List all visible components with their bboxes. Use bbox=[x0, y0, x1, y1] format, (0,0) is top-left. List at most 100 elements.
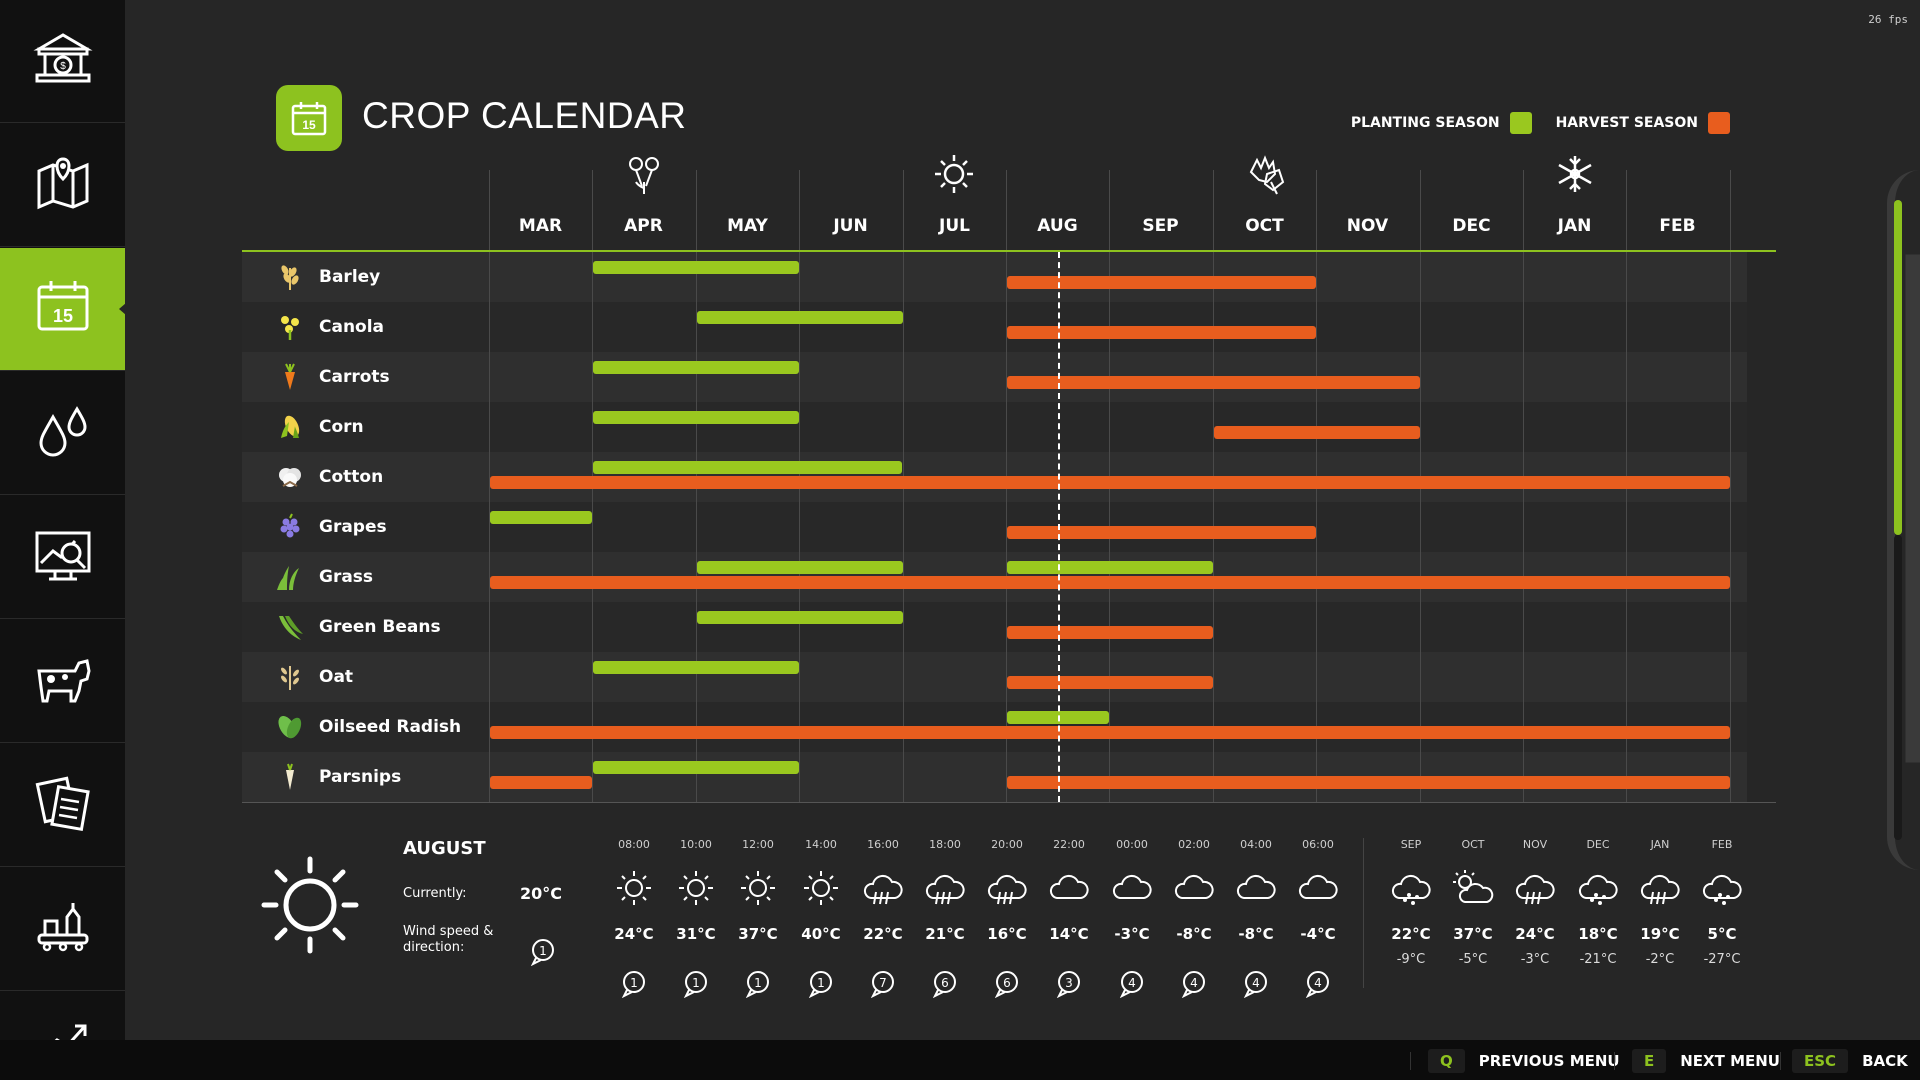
forecast-low-temp: -9°C bbox=[1396, 952, 1426, 967]
calendar-bottom-line bbox=[242, 802, 1776, 803]
planting-bar bbox=[697, 311, 903, 324]
legend: PLANTING SEASON HARVEST SEASON bbox=[1351, 112, 1730, 134]
calendar-row-background bbox=[242, 502, 1747, 552]
crop-row-canola: Canola bbox=[275, 302, 384, 352]
crop-row-corn: Corn bbox=[275, 402, 364, 452]
harvest-bar bbox=[1214, 426, 1420, 439]
crop-row-barley: Barley bbox=[275, 252, 380, 302]
wind-direction-icon: 6 bbox=[930, 968, 960, 999]
hourly-time: 14:00 bbox=[805, 838, 837, 851]
svg-text:1: 1 bbox=[754, 976, 762, 990]
hourly-temperature: 40°C bbox=[801, 925, 841, 943]
page-title: CROP CALENDAR bbox=[362, 95, 687, 136]
crop-row-green-beans: Green Beans bbox=[275, 602, 441, 652]
calendar-row-background bbox=[242, 302, 1747, 352]
cloud-icon bbox=[1110, 868, 1154, 908]
svg-text:1: 1 bbox=[692, 976, 700, 990]
sidebar-item-water-drops[interactable] bbox=[0, 372, 125, 495]
sidebar-item-cow[interactable] bbox=[0, 620, 125, 743]
month-label-jun: JUN bbox=[833, 216, 868, 236]
snow-icon bbox=[1389, 868, 1433, 908]
hourly-time: 16:00 bbox=[867, 838, 899, 851]
cloud-icon bbox=[1047, 868, 1091, 908]
next-menu-button[interactable]: E NEXT MENU bbox=[1632, 1048, 1780, 1074]
sidebar-item-statistics[interactable] bbox=[0, 496, 125, 619]
sidebar: $15 bbox=[0, 0, 126, 1042]
sidebar-item-bank[interactable]: $ bbox=[0, 0, 125, 123]
month-gridline bbox=[489, 170, 490, 802]
hourly-temperature: 31°C bbox=[676, 925, 716, 943]
crop-name: Barley bbox=[319, 267, 381, 287]
hourly-temperature: -3°C bbox=[1114, 925, 1150, 943]
hourly-time: 22:00 bbox=[1053, 838, 1085, 851]
calendar-header-line bbox=[242, 250, 1776, 252]
sun-icon bbox=[612, 868, 656, 908]
hourly-time: 08:00 bbox=[618, 838, 650, 851]
sidebar-item-production[interactable] bbox=[0, 868, 125, 991]
crop-name: Grapes bbox=[319, 517, 387, 537]
svg-text:1: 1 bbox=[630, 976, 638, 990]
planting-bar bbox=[593, 461, 902, 474]
crop-name: Oat bbox=[319, 667, 354, 687]
water-drops-icon bbox=[31, 399, 95, 467]
sun-icon bbox=[736, 868, 780, 908]
spring-flower-icon bbox=[622, 152, 666, 196]
scrollbar-track[interactable] bbox=[1887, 170, 1920, 870]
back-button[interactable]: ESC BACK bbox=[1792, 1048, 1908, 1074]
title-icon-number: 15 bbox=[302, 118, 316, 132]
sidebar-item-contracts[interactable] bbox=[0, 744, 125, 867]
month-label-dec: DEC bbox=[1452, 216, 1491, 236]
calendar-row-background bbox=[242, 252, 1747, 302]
hourly-time: 00:00 bbox=[1116, 838, 1148, 851]
snow-icon bbox=[1700, 868, 1744, 908]
forecast-high-temp: 5°C bbox=[1707, 925, 1737, 943]
forecast-month: NOV bbox=[1522, 838, 1548, 851]
crop-row-cotton: Cotton bbox=[275, 452, 383, 502]
wind-label: Wind speed & direction: bbox=[403, 924, 494, 955]
sidebar-item-map[interactable] bbox=[0, 124, 125, 247]
calendar-row-background bbox=[242, 352, 1747, 402]
cotton-icon bbox=[275, 462, 305, 492]
bank-icon: $ bbox=[31, 27, 95, 95]
map-icon bbox=[31, 151, 95, 219]
previous-menu-button[interactable]: Q PREVIOUS MENU bbox=[1428, 1048, 1620, 1074]
crop-row-oat: Oat bbox=[275, 652, 353, 702]
current-temp-label: Currently: bbox=[403, 886, 467, 901]
wind-direction-icon: 7 bbox=[868, 968, 898, 999]
hourly-temperature: 24°C bbox=[614, 925, 654, 943]
planting-bar bbox=[697, 611, 903, 624]
footer-separator bbox=[1410, 1052, 1411, 1070]
sidebar-item-prices[interactable] bbox=[0, 992, 125, 1042]
wind-direction-icon: 4 bbox=[1303, 968, 1333, 999]
hourly-temperature: -8°C bbox=[1238, 925, 1274, 943]
sidebar-item-calendar[interactable]: 15 bbox=[0, 248, 126, 371]
footer-separator bbox=[1614, 1052, 1615, 1070]
forecast-month: OCT bbox=[1461, 838, 1485, 851]
hourly-temperature: -4°C bbox=[1300, 925, 1336, 943]
carrot-icon bbox=[275, 362, 305, 392]
month-label-apr: APR bbox=[624, 216, 663, 236]
hourly-temperature: 16°C bbox=[987, 925, 1027, 943]
planting-bar bbox=[593, 361, 799, 374]
scrollbar-thumb[interactable] bbox=[1894, 200, 1902, 535]
grass-icon bbox=[275, 562, 305, 592]
crop-name: Parsnips bbox=[319, 767, 402, 787]
rain-icon bbox=[985, 868, 1029, 908]
autumn-leaves-icon bbox=[1243, 152, 1287, 196]
wind-direction-icon: 1 bbox=[681, 968, 711, 999]
svg-text:15: 15 bbox=[52, 306, 72, 326]
month-label-may: MAY bbox=[727, 216, 768, 236]
partly-sunny-icon bbox=[1451, 868, 1495, 908]
scrollbar-rest bbox=[1894, 535, 1902, 840]
contracts-icon bbox=[31, 771, 95, 839]
svg-text:6: 6 bbox=[1003, 976, 1011, 990]
forecast-low-temp: -5°C bbox=[1458, 952, 1488, 967]
rain-icon bbox=[861, 868, 905, 908]
previous-menu-label: PREVIOUS MENU bbox=[1478, 1052, 1620, 1070]
legend-harvest-label: HARVEST SEASON bbox=[1555, 115, 1698, 131]
weather-divider bbox=[1363, 838, 1364, 988]
month-label-feb: FEB bbox=[1659, 216, 1696, 236]
forecast-high-temp: 22°C bbox=[1391, 925, 1431, 943]
weather-month: AUGUST bbox=[403, 838, 486, 859]
